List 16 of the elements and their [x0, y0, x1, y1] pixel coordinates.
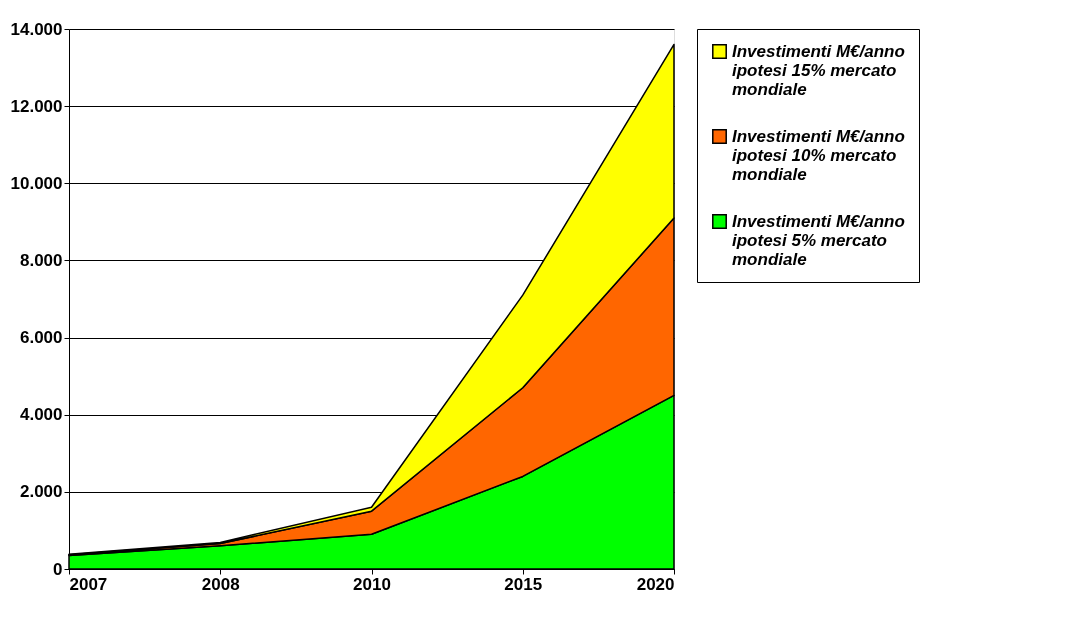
y-tick-label: 10.000	[10, 173, 63, 193]
y-tick-label: 0	[53, 559, 63, 579]
legend-label: Investimenti M€/anno ipotesi 15% mercato mondiale	[732, 41, 905, 99]
legend-label: Investimenti M€/anno ipotesi 5% mercato mondiale	[732, 211, 905, 269]
y-tick-label: 8.000	[19, 250, 63, 270]
x-tick-label: 2020	[636, 574, 675, 594]
x-tick-label: 2008	[201, 574, 240, 594]
y-tick-label: 12.000	[10, 96, 63, 116]
x-tick-label: 2007	[69, 574, 108, 594]
legend-label: Investimenti M€/anno ipotesi 10% mercato mondiale	[732, 126, 905, 184]
y-tick-label: 14.000	[10, 19, 63, 39]
x-tick-label: 2010	[353, 574, 391, 594]
y-tick-label: 6.000	[19, 328, 63, 348]
x-tick-label: 2015	[504, 574, 543, 594]
y-tick-label: 2.000	[19, 482, 63, 502]
y-tick-label: 4.000	[19, 405, 63, 425]
